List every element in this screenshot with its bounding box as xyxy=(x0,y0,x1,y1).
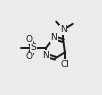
Text: S: S xyxy=(30,44,36,52)
Text: N: N xyxy=(43,51,49,60)
Text: N: N xyxy=(60,25,67,34)
Text: Cl: Cl xyxy=(60,60,69,69)
Text: O: O xyxy=(26,35,33,44)
Text: O: O xyxy=(26,52,33,61)
Text: N: N xyxy=(50,33,57,42)
